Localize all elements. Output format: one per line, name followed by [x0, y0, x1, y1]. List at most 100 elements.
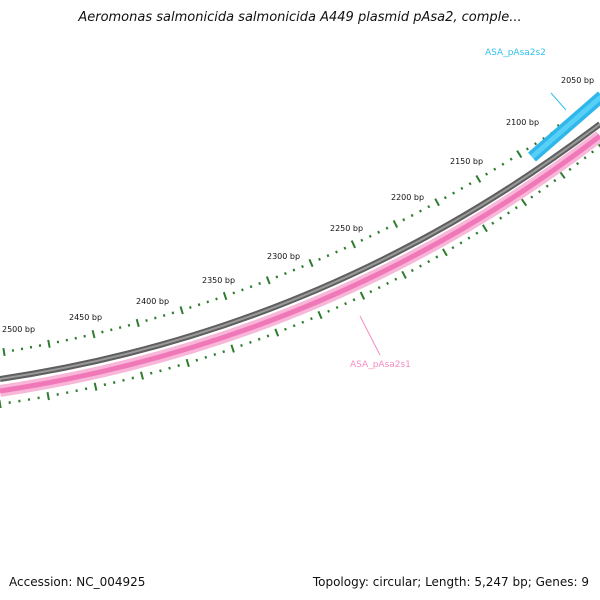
- scale-label-2250: 2250 bp: [330, 224, 363, 233]
- scale-label-2300: 2300 bp: [267, 252, 300, 261]
- inner-scale-minor-tick: [327, 309, 331, 313]
- outer-scale-minor-tick: [509, 157, 513, 161]
- outer-scale-major-tick: [222, 291, 228, 301]
- inner-scale-minor-tick: [491, 221, 495, 225]
- inner-scale-minor-tick: [499, 216, 503, 220]
- inner-scale-major-tick: [317, 310, 323, 320]
- inner-scale-minor-tick: [131, 376, 135, 380]
- inner-scale-minor-tick: [568, 167, 572, 171]
- outer-scale-minor-tick: [275, 275, 279, 279]
- scale-label-2200: 2200 bp: [391, 193, 424, 202]
- inner-scale-minor-tick: [475, 231, 479, 235]
- scale-label-2500: 2500 bp: [2, 325, 35, 334]
- inner-scale-minor-tick: [530, 195, 534, 199]
- outer-scale-major-tick: [2, 347, 6, 357]
- inner-scale-minor-tick: [537, 190, 542, 194]
- scale-label-2350: 2350 bp: [202, 276, 235, 285]
- inner-scale-minor-tick: [149, 371, 153, 375]
- inner-scale-minor-tick: [204, 355, 208, 359]
- inner-scale-minor-tick: [591, 150, 595, 154]
- inner-scale-minor-tick: [122, 378, 125, 382]
- inner-scale-minor-tick: [467, 236, 471, 240]
- outer-scale-minor-tick: [74, 336, 77, 340]
- inner-scale-minor-tick: [266, 334, 270, 338]
- inner-scale-minor-tick: [410, 268, 414, 273]
- inner-scale-minor-tick: [257, 337, 261, 341]
- outer-scale-minor-tick: [427, 205, 431, 209]
- outer-scale-major-tick: [392, 219, 399, 229]
- outer-scale-minor-tick: [343, 246, 347, 250]
- outer-scale-minor-tick: [83, 334, 86, 338]
- feature-ASA_pAsa2s2-core[interactable]: [530, 94, 600, 159]
- inner-scale-minor-tick: [177, 364, 180, 368]
- outer-scale-minor-tick: [335, 250, 338, 254]
- outer-scale-minor-tick: [493, 167, 497, 171]
- inner-scale-minor-tick: [301, 320, 305, 324]
- inner-scale-major-tick: [46, 392, 50, 401]
- inner-scale-minor-tick: [75, 389, 78, 393]
- outer-scale-minor-tick: [377, 230, 381, 234]
- outer-scale-major-tick: [516, 150, 523, 159]
- outer-scale-major-tick: [135, 318, 140, 328]
- outer-scale-major-tick: [350, 240, 357, 249]
- outer-scale-minor-tick: [283, 272, 287, 276]
- outer-scale-minor-tick: [410, 213, 414, 218]
- inner-scale-major-tick: [274, 328, 280, 337]
- inner-scale-minor-tick: [575, 162, 580, 166]
- outer-scale-minor-tick: [258, 281, 262, 286]
- outer-scale-minor-tick: [127, 323, 131, 327]
- outer-scale-minor-tick: [525, 147, 529, 151]
- outer-scale-minor-tick: [232, 291, 236, 295]
- inner-scale-minor-tick: [240, 343, 243, 348]
- inner-scale-minor-tick: [394, 277, 398, 281]
- scale-label-2050: 2050 bp: [561, 76, 594, 85]
- outer-scale-minor-tick: [368, 234, 372, 238]
- inner-scale-minor-tick: [195, 358, 199, 362]
- inner-scale-minor-tick: [435, 255, 439, 259]
- inner-scale-minor-tick: [583, 156, 587, 160]
- inner-scale-minor-tick: [506, 211, 511, 215]
- inner-scale-minor-tick: [284, 327, 287, 331]
- outer-scale-major-tick: [265, 276, 271, 285]
- inner-scale-ticks: [0, 142, 600, 409]
- outer-scale-minor-tick: [468, 182, 472, 186]
- outer-scale-ticks: [2, 96, 600, 357]
- inner-scale-major-tick: [401, 270, 407, 279]
- outer-scale-major-tick: [91, 329, 96, 339]
- outer-scale-minor-tick: [292, 268, 296, 272]
- scale-label-2150: 2150 bp: [450, 157, 483, 166]
- inner-scale-minor-tick: [553, 179, 557, 183]
- inner-scale-minor-tick: [84, 387, 88, 391]
- inner-scale-minor-tick: [213, 352, 217, 357]
- outer-scale-minor-tick: [485, 172, 489, 176]
- outer-scale-minor-tick: [215, 297, 218, 301]
- inner-scale-minor-tick: [427, 260, 431, 264]
- inner-scale-minor-tick: [344, 302, 348, 306]
- scale-label-2400: 2400 bp: [136, 297, 169, 306]
- inner-scale-minor-tick: [222, 350, 226, 354]
- outer-scale-minor-tick: [145, 319, 148, 322]
- accession-label: Accession: NC_004925: [9, 575, 146, 589]
- feature-ASA_pAsa2s1-band[interactable]: [0, 131, 600, 397]
- inner-scale-major-tick: [230, 344, 235, 353]
- outer-scale-minor-tick: [402, 218, 406, 222]
- inner-scale-major-tick: [140, 371, 144, 380]
- outer-scale-minor-tick: [501, 162, 505, 166]
- outer-scale-major-tick: [308, 258, 314, 268]
- outer-scale-minor-tick: [241, 288, 244, 292]
- scale-label-2450: 2450 bp: [69, 313, 102, 322]
- outer-scale-minor-tick: [326, 254, 330, 258]
- inner-scale-minor-tick: [451, 246, 455, 250]
- outer-scale-minor-tick: [171, 311, 175, 315]
- map-title: Aeromonas salmonicida salmonicida A449 p…: [78, 10, 522, 25]
- inner-scale-major-tick: [520, 198, 528, 207]
- outer-scale-minor-tick: [162, 314, 166, 317]
- inner-scale-minor-tick: [335, 305, 339, 310]
- inner-scale-minor-tick: [159, 369, 162, 373]
- inner-scale-minor-tick: [369, 290, 373, 294]
- feature-ASA_pAsa2s1-core[interactable]: [0, 134, 600, 394]
- inner-scale-minor-tick: [292, 324, 296, 328]
- inner-scale-minor-tick: [112, 381, 116, 384]
